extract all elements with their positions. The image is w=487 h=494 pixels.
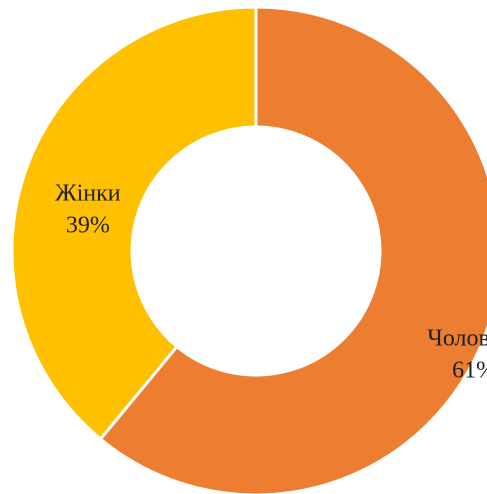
donut-slice-0	[98, 5, 487, 494]
slice-value-1: 39%	[66, 213, 110, 239]
donut-slice-1	[10, 5, 258, 442]
slice-label-0: Чоловіки	[427, 325, 487, 351]
slice-label-1: Жінки	[55, 181, 121, 207]
slice-value-0: 61%	[452, 357, 487, 383]
